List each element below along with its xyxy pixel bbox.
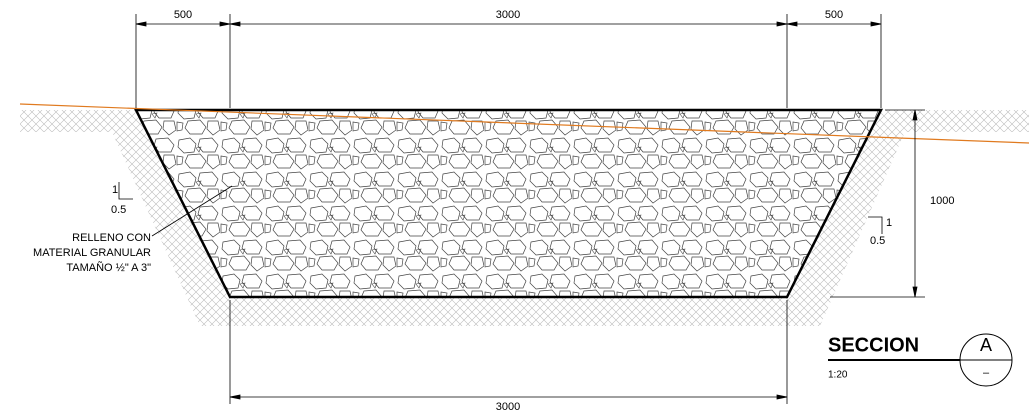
leader [151, 185, 233, 237]
annotation: MATERIAL GRANULAR [33, 247, 151, 259]
slope-run: 0.5 [870, 235, 885, 247]
slope-symbol [118, 182, 883, 234]
section-scale: 1:20 [828, 370, 848, 381]
dim-label: 1000 [930, 195, 954, 207]
slope-rise: 1 [886, 217, 892, 229]
dim-label: 500 [174, 9, 192, 21]
section-letter: A [980, 335, 992, 355]
dim-label: 500 [825, 9, 843, 21]
annotation: TAMAÑO ½" A 3" [66, 261, 151, 274]
section-sheet: – [983, 367, 990, 379]
dimension-lines [135, 14, 925, 404]
slope-rise: 1 [112, 184, 118, 196]
section-title: SECCION [828, 334, 919, 356]
annotation: RELLENO CON [72, 232, 151, 244]
granular-fill [133, 108, 884, 299]
dim-label: 3000 [496, 9, 520, 21]
terrain-line [19, 103, 1029, 144]
slope-run: 0.5 [111, 204, 126, 216]
dim-label: 3000 [496, 401, 520, 413]
